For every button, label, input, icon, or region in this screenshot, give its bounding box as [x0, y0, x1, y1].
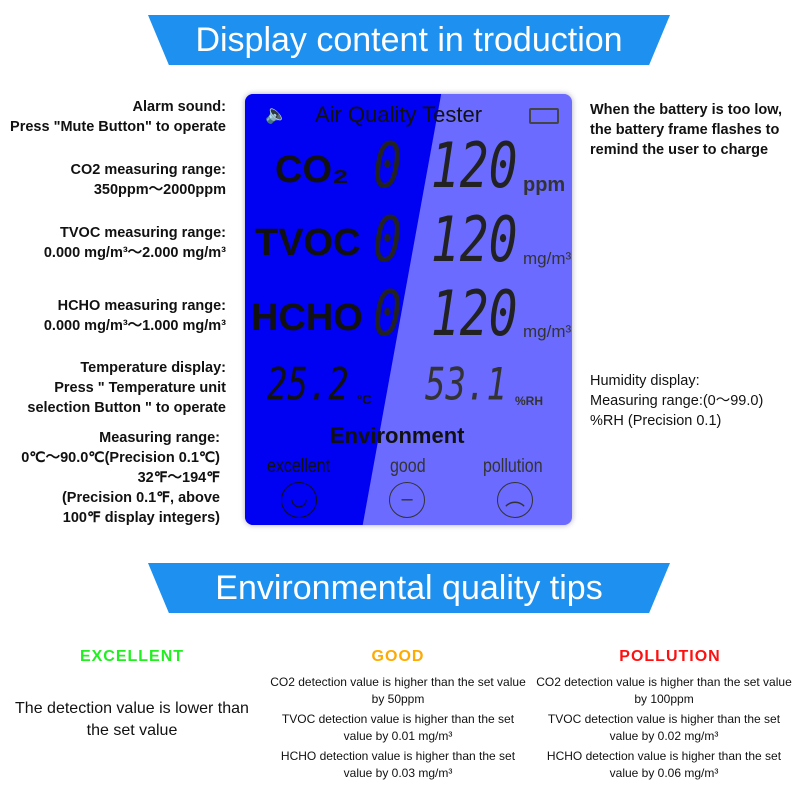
lcd-title: Air Quality Tester — [315, 102, 483, 127]
annotation-humidity: Humidity display: Measuring range:(0～99.0… — [590, 371, 763, 431]
annotation-line: (Precision 0.1℉, above — [61, 490, 220, 506]
co2-label: CO₂ — [275, 149, 349, 191]
battery-icon — [529, 108, 559, 124]
annotation-line: HCHO measuring range: — [57, 298, 226, 314]
annotation-line: 100℉ display integers) — [62, 510, 220, 526]
good-hcho: HCHO detection value is higher than the … — [280, 749, 516, 780]
annotation-line: Humidity display: — [590, 373, 700, 389]
temperature-value: 25.2 — [267, 359, 349, 411]
annotation-line: TVOC measuring range: — [60, 225, 226, 241]
neutral-face-icon: – — [389, 482, 425, 518]
pollution-title: POLLUTION — [619, 648, 721, 665]
hcho-unit: mg/m³ — [523, 322, 572, 341]
good-co2: CO2 detection value is higher than the s… — [270, 675, 526, 706]
annotation-line: 0.000 mg/m³～1.000 mg/m³ — [43, 318, 226, 334]
good-title: GOOD — [371, 648, 425, 665]
lcd-screen: 🔈 Air Quality Tester CO₂ 0 120 ppm TVOC … — [245, 94, 572, 525]
annotation-tvoc: TVOC measuring range: 0.000 mg/m³～2.000 m… — [44, 223, 226, 263]
annotation-line: Measuring range: — [99, 430, 220, 446]
tvoc-label: TVOC — [255, 222, 361, 264]
annotation-temp-range: Measuring range: 0℃～90.0℃(Precision 0.1℃)… — [21, 428, 220, 528]
level-pollution: pollution — [483, 456, 543, 477]
banner-quality-tips: Environmental quality tips — [148, 563, 670, 613]
temperature-unit: °C — [357, 392, 372, 407]
annotation-line: Measuring range:(0～99.0) — [590, 393, 764, 409]
banner-display-intro: Display content in troduction — [148, 15, 670, 65]
annotation-line: 0.000 mg/m³～2.000 mg/m³ — [43, 245, 226, 261]
annotation-hcho: HCHO measuring range: 0.000 mg/m³～1.000 m… — [44, 296, 226, 336]
annotation-line: Press "Mute Button" to operate — [10, 119, 226, 135]
environment-label: Environment — [330, 423, 465, 448]
smile-face-icon: ◡ — [281, 482, 317, 518]
pollution-hcho: HCHO detection value is higher than the … — [546, 749, 782, 780]
annotation-line: Alarm sound: — [132, 99, 226, 115]
co2-value: 0 120 — [373, 129, 518, 203]
good-tvoc: TVOC detection value is higher than the … — [281, 712, 515, 743]
humidity-unit: %RH — [515, 394, 544, 408]
level-excellent: excellent — [267, 456, 331, 477]
annotation-line: 350ppm～2000ppm — [93, 182, 226, 198]
annotation-line: selection Button " to operate — [27, 400, 226, 416]
annotation-line: Temperature display: — [80, 360, 226, 376]
annotation-line: CO2 measuring range: — [70, 162, 226, 178]
excellent-title: EXCELLENT — [79, 648, 185, 665]
annotation-line: 0℃～90.0℃(Precision 0.1℃) — [21, 450, 220, 466]
excellent-text: The detection value is lower than the se… — [15, 700, 249, 739]
annotation-line: When the battery is too low, — [590, 102, 782, 118]
pollution-tvoc: TVOC detection value is higher than the … — [547, 712, 781, 743]
annotation-alarm: Alarm sound: Press "Mute Button" to opera… — [10, 97, 226, 137]
annotation-battery: When the battery is too low, the battery … — [590, 100, 782, 160]
level-good: good — [390, 456, 426, 477]
annotation-line: remind the user to charge — [590, 142, 769, 158]
speaker-icon: 🔈 — [265, 104, 288, 124]
humidity-value: 53.1 — [425, 359, 507, 411]
annotation-line: Press " Temperature unit — [54, 380, 226, 396]
sad-face-icon: ︵ — [497, 482, 533, 518]
annotation-line: the battery frame flashes to — [590, 122, 780, 138]
co2-unit: ppm — [523, 174, 566, 196]
annotation-temperature: Temperature display: Press " Temperature … — [27, 358, 226, 418]
tvoc-unit: mg/m³ — [523, 249, 572, 268]
hcho-value: 0 120 — [373, 277, 518, 351]
annotation-line: 32℉～194℉ — [137, 470, 220, 486]
pollution-co2: CO2 detection value is higher than the s… — [536, 675, 792, 706]
tvoc-value: 0 120 — [373, 203, 518, 277]
annotation-co2: CO2 measuring range: 350ppm～2000ppm — [70, 160, 226, 200]
annotation-line: %RH (Precision 0.1) — [590, 413, 722, 429]
hcho-label: HCHO — [251, 297, 363, 339]
